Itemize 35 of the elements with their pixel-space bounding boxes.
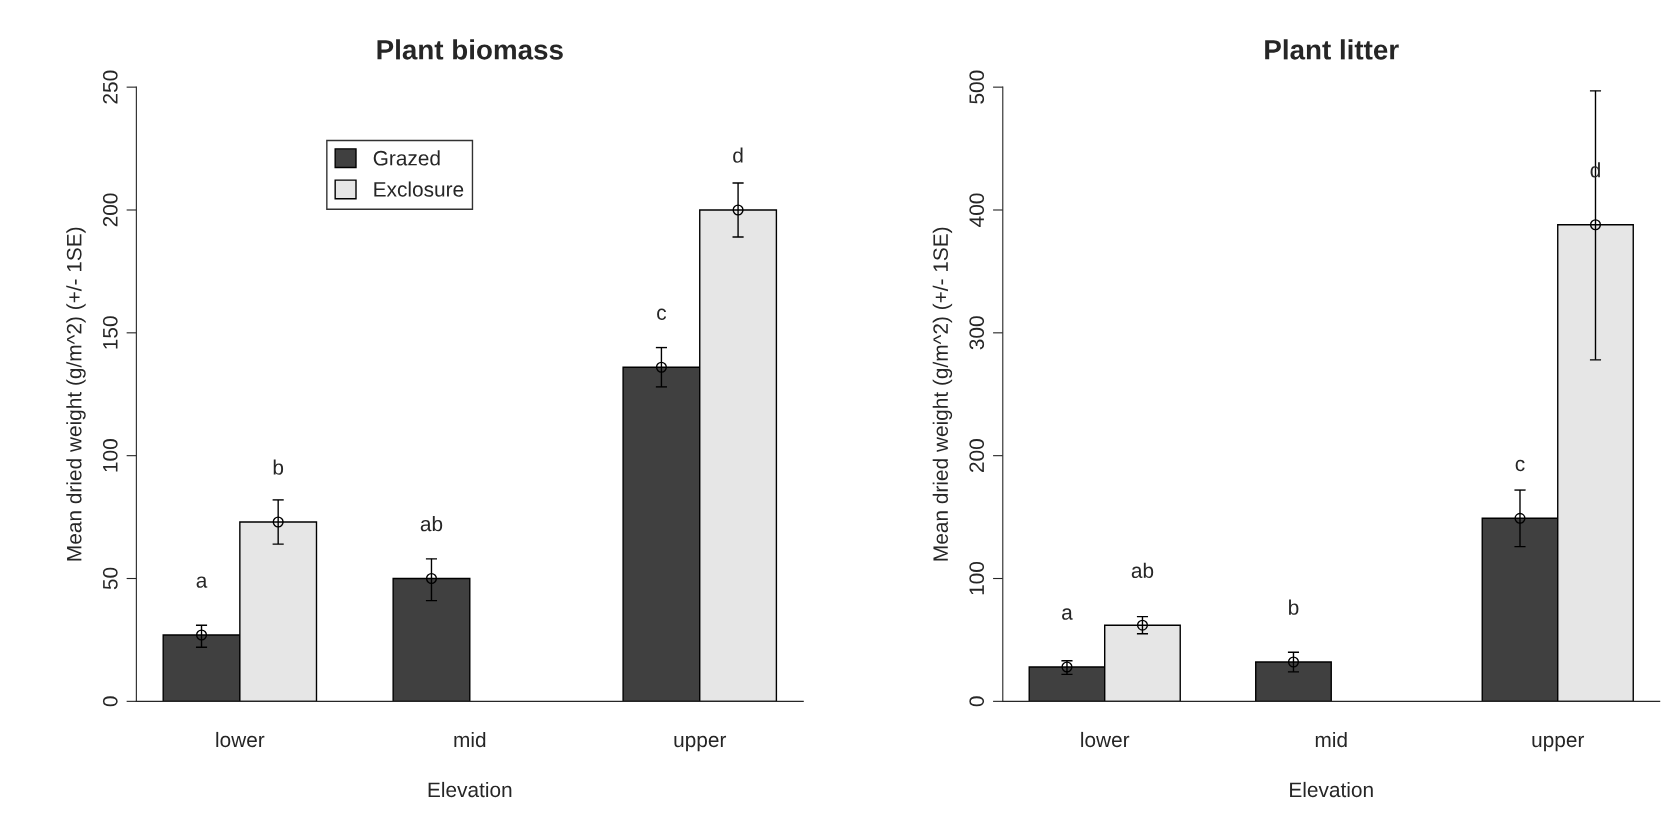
data-label: ab xyxy=(420,516,443,532)
x-tick-label: mid xyxy=(1315,731,1347,748)
x-axis-title: Elevation xyxy=(428,781,512,798)
data-label: ab xyxy=(1131,562,1154,578)
data-label: b xyxy=(273,459,284,475)
y-tick-label: 300 xyxy=(969,316,985,350)
x-tick-label: lower xyxy=(216,731,265,748)
y-tick-label: 400 xyxy=(969,193,985,227)
y-tick-label: 200 xyxy=(969,439,985,472)
data-label: a xyxy=(1062,608,1073,620)
y-tick-label: 0 xyxy=(969,696,985,707)
chart-title: Plant litter xyxy=(1265,39,1399,60)
y-tick-label: 250 xyxy=(102,70,118,104)
y-axis-title: Mean dried weight (g/m^2) (+/- 1SE) xyxy=(932,227,953,561)
legend-label: Exclosure xyxy=(374,181,464,197)
chart-title: Plant biomass xyxy=(377,39,563,60)
data-label: d xyxy=(733,147,743,163)
y-tick-label: 0 xyxy=(102,696,118,707)
y-tick-label: 150 xyxy=(102,316,118,349)
y-tick-label: 100 xyxy=(102,439,118,472)
x-axis-title: Elevation xyxy=(1290,781,1373,798)
data-label: b xyxy=(1289,599,1299,615)
x-tick-label: mid xyxy=(454,731,486,748)
y-tick-label: 50 xyxy=(102,567,118,590)
y-tick-label: 200 xyxy=(102,193,118,227)
y-axis-title: Mean dried weight (g/m^2) (+/- 1SE) xyxy=(66,227,86,561)
x-tick-label: upper xyxy=(674,735,727,752)
y-tick-label: 100 xyxy=(969,561,985,595)
legend-label: Grazed xyxy=(373,150,440,166)
data-label: c xyxy=(1515,459,1525,472)
y-tick-label: 500 xyxy=(969,70,985,104)
data-label: a xyxy=(196,576,208,588)
x-tick-label: upper xyxy=(1532,735,1585,752)
data-label: c xyxy=(657,308,667,321)
x-tick-label: lower xyxy=(1081,731,1130,748)
